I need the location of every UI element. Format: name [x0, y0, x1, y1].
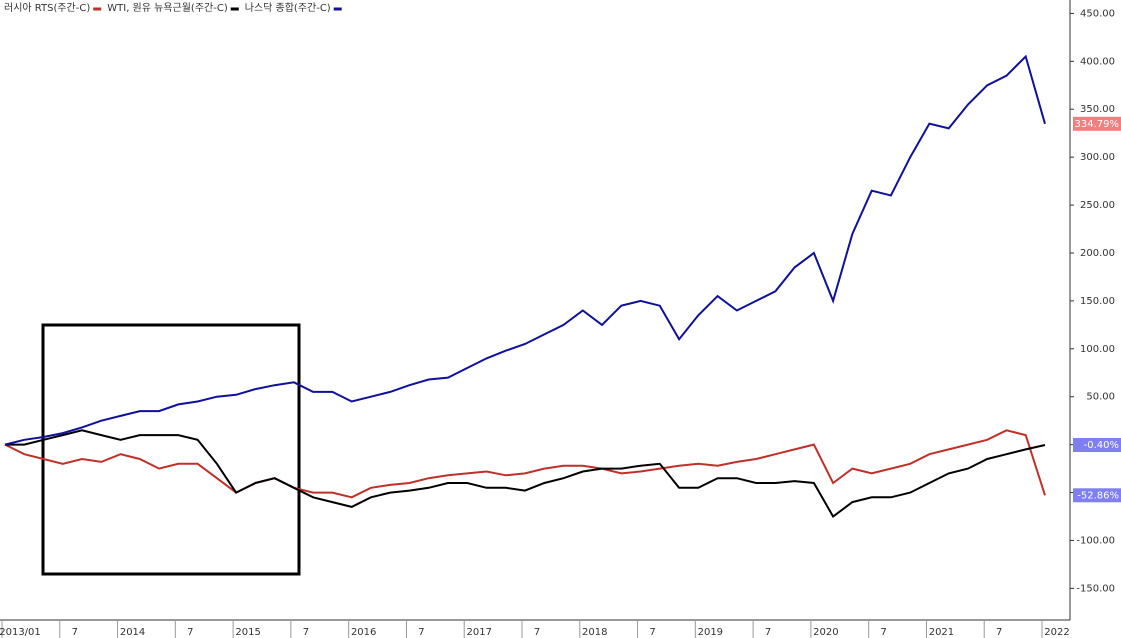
y-tick-label: 350.00: [1080, 104, 1115, 115]
x-tick-label: 7: [72, 627, 78, 638]
value-label-box: [1073, 116, 1121, 131]
value-label-box: [1073, 488, 1121, 503]
line: [5, 429, 1046, 518]
x-tick-label: 2016: [351, 627, 376, 638]
x-tick-label: 7: [880, 627, 886, 638]
x-tick-label: 7: [418, 627, 424, 638]
line: [4, 54, 1046, 446]
x-tick-label: 2018: [582, 627, 607, 638]
x-tick-label: 7: [303, 627, 309, 638]
x-tick-label: 2015: [235, 627, 260, 638]
legend-label: 러시아 RTS(주간-C): [4, 2, 90, 14]
y-tick-label: 150.00: [1080, 296, 1115, 307]
y-tick-label: 450.00: [1080, 8, 1115, 19]
x-tick-label: 2022: [1044, 627, 1069, 638]
legend-label: WTI, 원유 뉴욕근월(주간-C): [107, 2, 228, 14]
y-tick-label: 300.00: [1080, 152, 1115, 163]
legend-label: 나스닥 종합(주간-C): [245, 2, 331, 14]
x-tick-label: 7: [996, 627, 1002, 638]
value-label-box: [1073, 438, 1121, 453]
y-tick-label: -150.00: [1076, 583, 1115, 594]
y-tick-label: 50.00: [1086, 392, 1115, 403]
line: [4, 429, 1046, 499]
y-tick-label: -100.00: [1076, 535, 1115, 546]
x-tick-label: 7: [187, 627, 193, 638]
y-tick-label: 250.00: [1080, 200, 1115, 211]
x-tick-label: 2013/01: [0, 627, 41, 638]
x-tick-label: 2014: [120, 627, 145, 638]
x-tick-label: 2021: [929, 627, 954, 638]
value-label: -0.40%: [1084, 440, 1119, 451]
y-tick-label: 200.00: [1080, 248, 1115, 259]
y-tick-label: 400.00: [1080, 56, 1115, 67]
x-tick-label: 7: [649, 627, 655, 638]
x-tick-label: 2020: [813, 627, 838, 638]
value-label: 334.79%: [1075, 119, 1120, 130]
highlight-box: [41, 323, 301, 576]
value-label: -52.86%: [1077, 490, 1119, 501]
x-tick-label: 7: [765, 627, 771, 638]
y-tick-label: 100.00: [1080, 344, 1115, 355]
x-tick-label: 2019: [698, 627, 723, 638]
x-tick-label: 2017: [466, 627, 491, 638]
x-tick-label: 7: [534, 627, 540, 638]
